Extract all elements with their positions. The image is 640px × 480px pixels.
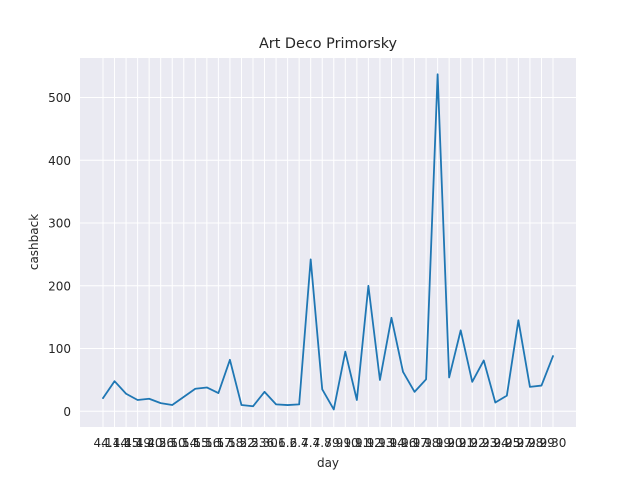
x-tick-label: 4.19	[124, 436, 151, 450]
x-tick-label: 9.30	[540, 436, 567, 450]
x-tick-label: 9.12	[355, 436, 382, 450]
x-tick-label: 9.17	[401, 436, 428, 450]
x-tick-label: 5.10	[159, 436, 186, 450]
x-tick-label: 5.30	[251, 436, 278, 450]
x-tick-label: 9.28	[517, 436, 544, 450]
x-tick-label: 9.11	[343, 436, 370, 450]
x-tick-labels: 4.14.144.154.194.204.265.105.145.155.165…	[93, 436, 566, 450]
x-tick-label: 7.4	[301, 436, 320, 450]
x-tick-label: 5.16	[193, 436, 220, 450]
y-tick-label: 0	[63, 405, 71, 419]
y-tick-label: 200	[48, 279, 71, 293]
line-layer	[102, 73, 554, 411]
plot-area	[80, 58, 576, 427]
y-tick-label: 500	[48, 91, 71, 105]
y-tick-labels: 0 100 200 300 400 500	[48, 91, 71, 419]
x-tick-label: 6.1	[267, 436, 286, 450]
x-tick-label: 9.24	[482, 436, 509, 450]
x-tick-label: 9.29	[528, 436, 555, 450]
x-tick-label: 9.21	[447, 436, 474, 450]
x-tick-label: 7.9	[324, 436, 343, 450]
x-tick-label: 9.22	[459, 436, 486, 450]
x-tick-label: 9.25	[493, 436, 520, 450]
x-tick-label: 4.1	[93, 436, 112, 450]
x-tick-label: 9.16	[390, 436, 417, 450]
x-tick-label: 4.20	[136, 436, 163, 450]
x-tick-label: 5.23	[240, 436, 267, 450]
y-tick-label: 400	[48, 154, 71, 168]
x-tick-label: 4.15	[113, 436, 140, 450]
x-tick-label: 6.2	[278, 436, 297, 450]
x-tick-label: 5.22	[228, 436, 255, 450]
x-tick-label: 9.14	[378, 436, 405, 450]
x-tick-label: 4.26	[147, 436, 174, 450]
x-tick-label: 5.17	[205, 436, 232, 450]
x-tick-label: 9.20	[436, 436, 463, 450]
series-line	[102, 73, 554, 411]
y-axis-label: cashback	[27, 214, 41, 270]
x-tick-label: 4.14	[101, 436, 128, 450]
x-tick-label: 5.18	[217, 436, 244, 450]
x-tick-label: 5.14	[170, 436, 197, 450]
y-tick-label: 300	[48, 217, 71, 231]
x-tick-label: 6.4	[290, 436, 309, 450]
x-tick-label: 9.18	[413, 436, 440, 450]
chart-title: Art Deco Primorsky	[259, 36, 398, 52]
x-tick-label: 5.15	[182, 436, 209, 450]
y-tick-label: 100	[48, 342, 71, 356]
x-tick-label: 9.19	[424, 436, 451, 450]
x-axis-label: day	[317, 456, 339, 470]
x-tick-label: 9.23	[470, 436, 497, 450]
x-tick-label: 7.8	[313, 436, 332, 450]
grid-layer	[80, 58, 576, 427]
x-tick-label: 9.10	[332, 436, 359, 450]
x-tick-label: 9.27	[505, 436, 532, 450]
x-tick-label: 9.13	[367, 436, 394, 450]
